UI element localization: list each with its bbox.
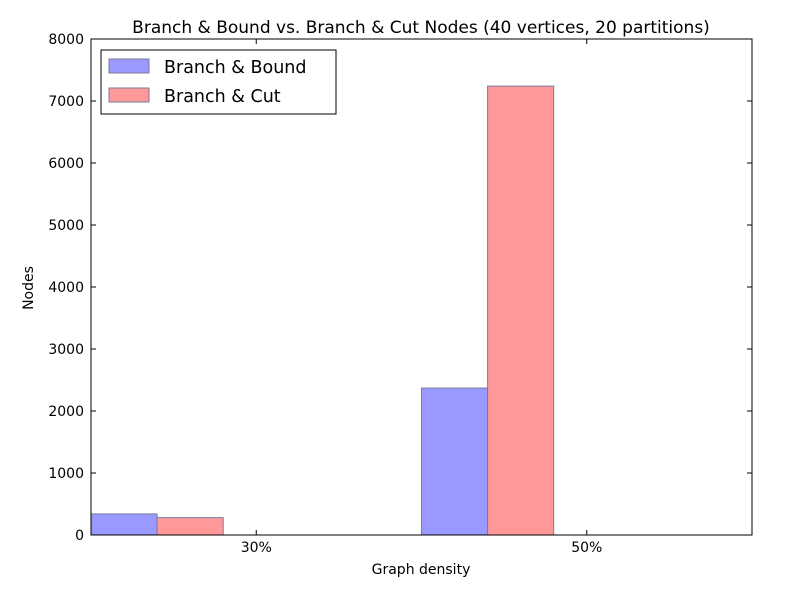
legend-swatch [108,58,150,74]
bar-branch-bound-0 [90,513,158,536]
y-tick-label: 5000 [48,218,84,234]
bars-group [90,85,555,536]
y-axis: 0 1000 2000 3000 4000 5000 6000 7000 8000 [48,32,752,544]
chart-title: Branch & Bound vs. Branch & Cut Nodes (4… [132,18,710,38]
legend: Branch & Bound Branch & Cut [100,49,337,115]
x-tick-label: 30% [241,540,272,556]
x-axis: 30% 50% [241,39,602,556]
y-tick-label: 1000 [48,466,84,482]
y-tick-label: 0 [75,528,84,544]
bar-branch-bound-1 [421,387,489,536]
x-tick-label: 50% [571,540,602,556]
bar-branch-cut-1 [487,85,555,536]
legend-label: Branch & Bound [164,58,307,78]
y-tick-label: 3000 [48,342,84,358]
y-tick-label: 2000 [48,404,84,420]
bar-branch-cut-0 [156,517,224,536]
legend-label: Branch & Cut [164,87,281,107]
y-tick-label: 4000 [48,280,84,296]
y-axis-label: Nodes [21,266,37,310]
y-tick-label: 6000 [48,156,84,172]
y-tick-label: 8000 [48,32,84,48]
legend-swatch [108,87,150,103]
y-tick-label: 7000 [48,94,84,110]
x-axis-label: Graph density [372,562,471,578]
